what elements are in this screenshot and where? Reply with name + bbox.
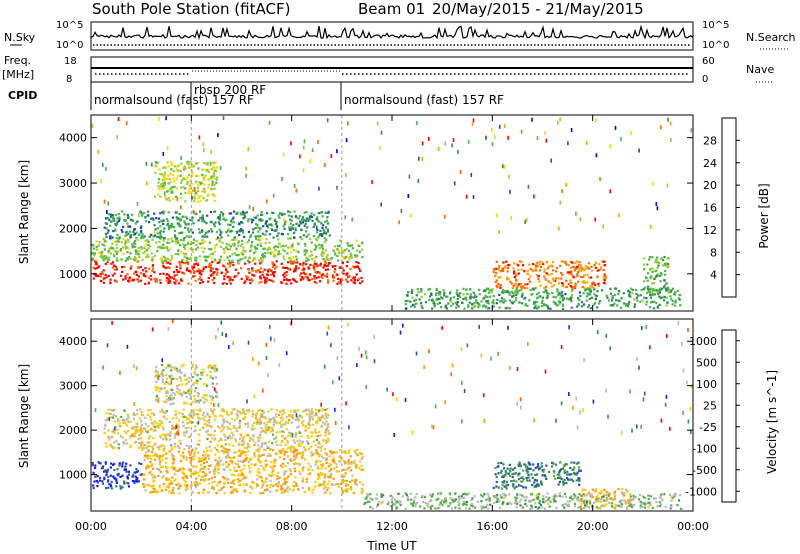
colorbar-tick-label: 1000 — [689, 335, 717, 348]
velocity-y-axis: 1000 2000 3000 4000 — [59, 335, 693, 482]
x-tick-label: 04:00 — [175, 520, 207, 533]
echo-region — [492, 260, 608, 290]
colorbar-frame — [721, 329, 737, 503]
freq-panel — [90, 56, 694, 83]
y-tick-label: 2000 — [59, 424, 87, 437]
x-tick-label: 16:00 — [476, 520, 508, 533]
x-tick-label: 12:00 — [376, 520, 408, 533]
scatter-noise — [91, 116, 693, 234]
echo-region — [103, 210, 331, 240]
echo-region — [92, 260, 364, 285]
x-tick-label: 08:00 — [276, 520, 308, 533]
noise-sky-trace — [90, 24, 694, 41]
echo-region — [141, 447, 365, 495]
colorbar-tick-label: -500 — [692, 464, 717, 477]
noise-axis-top-right: 10^5 — [702, 20, 729, 31]
station-title: South Pole Station (fitACF) — [92, 0, 290, 18]
power-colorbar-label: Power [dB] — [757, 183, 771, 248]
power-ylabel: Slant Range [km] — [17, 160, 31, 264]
colorbar-tick-label: 20 — [703, 179, 717, 192]
date-range: 20/May/2015 - 21/May/2015 — [432, 0, 644, 18]
colorbar-tick-label: 24 — [703, 157, 717, 170]
echo-region — [492, 461, 582, 490]
velocity-ylabel: Slant Range [km] — [17, 364, 31, 468]
velocity-heatmap — [91, 319, 693, 511]
beam-label: Beam 01 — [358, 0, 425, 18]
velocity-colorbar: 1000 500 100 25 -25 -100 -500 -1000 — [685, 329, 740, 503]
freq-unit: [MHz] — [2, 68, 34, 81]
nsearch-label: N.Search — [746, 31, 796, 44]
y-tick-label: 3000 — [59, 380, 87, 393]
y-tick-label: 1000 — [59, 469, 87, 482]
noise-axis-bottom: 10^0 — [56, 40, 83, 51]
y-tick-label: 4000 — [59, 132, 87, 145]
x-tick-label: 20:00 — [577, 520, 609, 533]
colorbar-tick-label: 28 — [703, 134, 717, 147]
colorbar-tick-label: 4 — [710, 269, 717, 282]
y-tick-label: 3000 — [59, 177, 87, 190]
nsky-label: N.Sky — [4, 31, 36, 44]
echo-region — [363, 492, 683, 510]
power-y-axis: 1000 2000 3000 4000 — [59, 132, 693, 281]
cpid-text-0: normalsound (fast) 157 RF — [94, 93, 254, 107]
colorbar-tick-label: 8 — [710, 246, 717, 259]
freq-axis-top: 18 — [64, 56, 77, 67]
power-heatmap — [91, 115, 693, 311]
colorbar-tick-label: -1000 — [685, 485, 717, 498]
y-tick-label: 2000 — [59, 222, 87, 235]
y-tick-label: 4000 — [59, 335, 87, 348]
velocity-panel-frame — [90, 318, 694, 512]
echo-region — [404, 287, 682, 310]
nave-label: Nave — [746, 63, 774, 76]
x-tick-label: 00:00 — [75, 520, 107, 533]
echo-region — [91, 237, 364, 263]
colorbar-tick-label: -100 — [692, 442, 717, 455]
velocity-colorbar-label: Velocity [m s^-1] — [765, 370, 779, 474]
colorbar-tick-label: 500 — [696, 356, 717, 369]
nave-axis-bottom: 0 — [702, 74, 708, 85]
freq-label: Freq. — [4, 54, 31, 67]
colorbar-tick-label: 12 — [703, 224, 717, 237]
colorbar-tick-label: 100 — [696, 378, 717, 391]
y-tick-label: 1000 — [59, 268, 87, 281]
echo-region — [91, 461, 143, 490]
x-tick-label: 00:00 — [677, 520, 709, 533]
cpid-text-2: normalsound (fast) 157 RF — [344, 93, 504, 107]
colorbar-tick-label: -25 — [699, 421, 717, 434]
time-x-axis: 00:00 04:00 08:00 12:00 16:00 20:00 00:00 — [75, 115, 709, 533]
noise-panel — [90, 21, 694, 51]
cpid-label: CPID — [8, 89, 37, 102]
noise-axis-top: 10^5 — [56, 20, 83, 31]
noise-axis-bottom-right: 10^0 — [702, 40, 729, 51]
colorbar-tick-label: 25 — [703, 399, 717, 412]
echo-region — [154, 363, 219, 406]
scatter-noise — [94, 319, 693, 438]
echo-region — [154, 160, 218, 203]
power-colorbar: 4 8 12 16 20 24 28 — [703, 117, 740, 298]
x-axis-label: Time UT — [366, 539, 417, 553]
nave-axis-top: 60 — [702, 56, 715, 67]
freq-axis-bottom: 8 — [66, 74, 72, 85]
cpid-text-1: rbsp 200 RF — [194, 83, 266, 97]
colorbar-frame — [721, 117, 737, 298]
colorbar-tick-label: 16 — [703, 202, 717, 215]
echo-region — [642, 255, 671, 294]
echo-region — [103, 408, 331, 450]
